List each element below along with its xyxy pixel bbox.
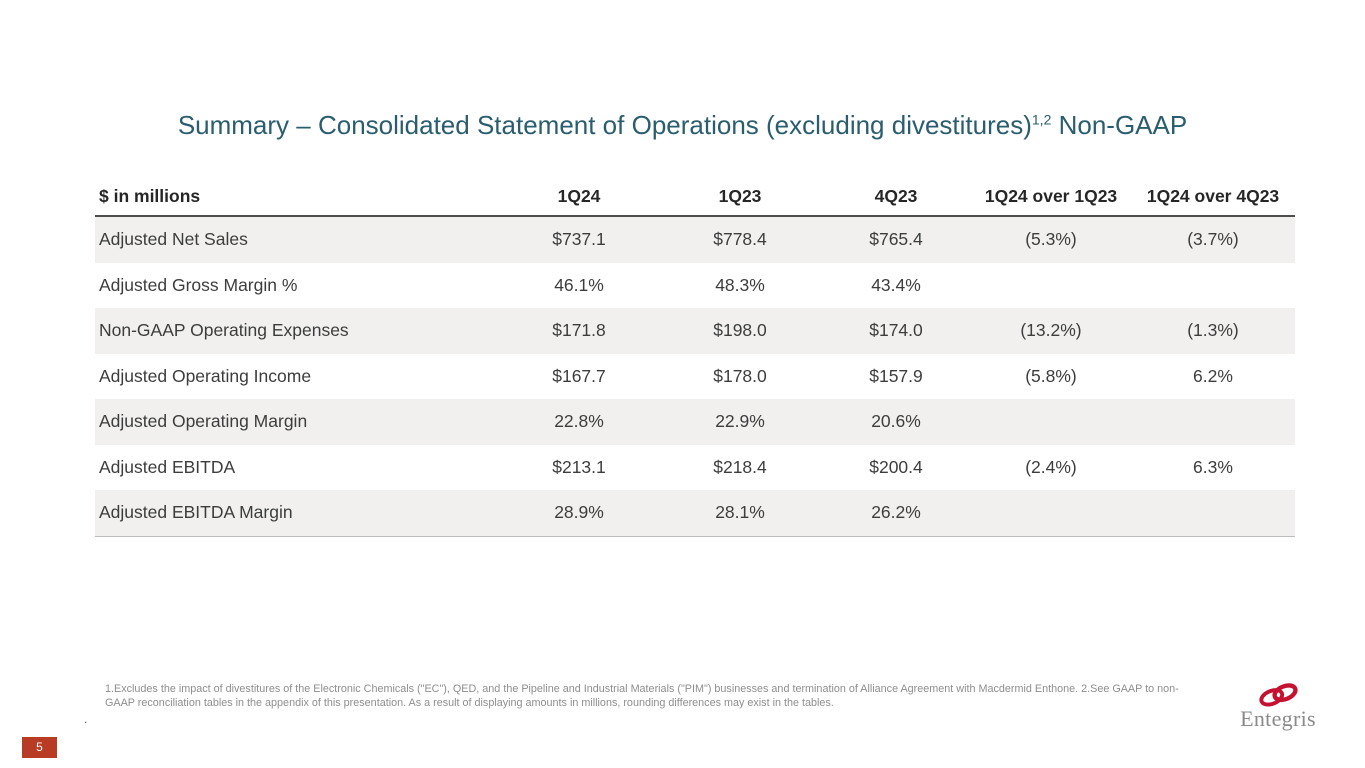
cell-value: $171.8 [552,320,606,341]
row-label: Adjusted Gross Margin % [99,274,298,295]
entegris-rings-icon [1259,683,1298,707]
entegris-logo: Entegris [1237,681,1319,732]
slide-title: Summary – Consolidated Statement of Oper… [0,110,1365,141]
col-header: 1Q23 [659,186,821,217]
cell-value: $737.1 [552,229,606,250]
table-row: Adjusted Operating Income $167.7 $178.0 $15… [95,354,1295,400]
cell-value: 46.1% [554,274,604,295]
table-header: $ in millions 1Q24 1Q23 4Q23 1Q24 over 1Q23 1… [95,186,1295,217]
footnote: 1.Excludes the impact of divestitures of… [105,683,1179,709]
cell-value: (3.7%) [1187,229,1239,250]
row-label: Adjusted EBITDA Margin [95,490,499,537]
col-header: 1Q24 over 1Q23 [971,186,1131,217]
cell-value: 22.9% [715,411,765,432]
cell-value: $157.9 [869,365,923,386]
row-label: Adjusted Operating Margin [99,411,308,432]
cell-value: $765.4 [869,229,923,250]
stray-period: . [84,712,88,726]
cell-value: 43.4% [871,274,921,295]
cell-value: (5.8%) [1025,365,1077,386]
table-row: Adjusted Net Sales $737.1 $778.4 $765.4 (5.3… [95,216,1295,263]
cell-value: $178.0 [713,365,767,386]
table-row: Adjusted Operating Margin 22.8% 22.9% 20.6% [95,399,1295,445]
cell-value: $218.4 [713,456,767,477]
cell-value: $167.7 [552,365,606,386]
row-label: Adjusted Operating Income [99,365,312,386]
cell-value: $198.0 [713,320,767,341]
cell-value: 28.1% [659,490,821,537]
financial-summary-table: $ in millions 1Q24 1Q23 4Q23 1Q24 over 1Q23 1… [95,186,1295,537]
cell-value [971,490,1131,537]
table-row: Adjusted EBITDA Margin 28.9% 28.1% 26.2% [95,490,1295,537]
cell-value: 6.3% [1193,456,1233,477]
col-header-label: $ in millions [95,186,499,217]
cell-value: 28.9% [499,490,659,537]
cell-value: $200.4 [869,456,923,477]
col-header: 1Q24 over 4Q23 [1131,186,1295,217]
slide-title-text: Summary – Consolidated Statement of Oper… [177,110,1032,140]
slide-title-superscript: 1,2 [1031,111,1052,128]
table-row: Adjusted Gross Margin % 46.1% 48.3% 43.4% [95,263,1295,309]
cell-value: $174.0 [869,320,923,341]
row-label: Adjusted Net Sales [99,229,248,250]
cell-value: (13.2%) [1020,320,1082,341]
cell-value: 26.2% [821,490,971,537]
cell-value [971,399,1131,445]
cell-value: $213.1 [552,456,606,477]
table-row: Non-GAAP Operating Expenses $171.8 $198.0 $… [95,308,1295,354]
cell-value [1131,490,1295,537]
table-header-row: $ in millions 1Q24 1Q23 4Q23 1Q24 over 1Q23 1… [95,186,1295,217]
col-header: 4Q23 [821,186,971,217]
slide-title-suffix: Non-GAAP [1051,110,1188,140]
cell-value: 6.2% [1193,365,1233,386]
cell-value: 20.6% [871,411,921,432]
cell-value: $778.4 [713,229,767,250]
table-row: Adjusted EBITDA $213.1 $218.4 $200.4 (2.4%) 6… [95,445,1295,491]
row-label: Adjusted EBITDA [99,456,236,477]
entegris-wordmark: Entegris [1240,706,1316,731]
row-label: Non-GAAP Operating Expenses [99,320,349,341]
cell-value: (1.3%) [1187,320,1239,341]
cell-value [1131,263,1295,309]
cell-value: (5.3%) [1025,229,1077,250]
col-header: 1Q24 [499,186,659,217]
cell-value [971,263,1131,309]
table-body: Adjusted Net Sales $737.1 $778.4 $765.4 (5.3… [95,216,1295,537]
cell-value: 22.8% [554,411,604,432]
cell-value: (2.4%) [1025,456,1077,477]
cell-value: 48.3% [715,274,765,295]
page-number-badge: 5 [22,737,57,758]
cell-value [1131,399,1295,445]
